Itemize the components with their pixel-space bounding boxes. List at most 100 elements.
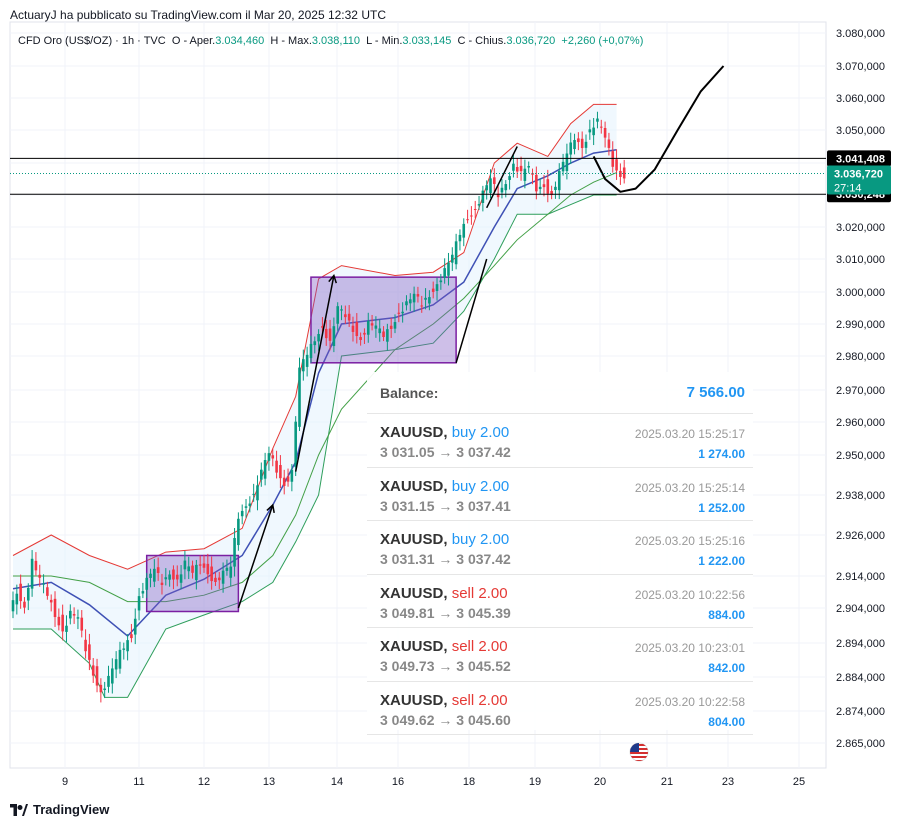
candle-body xyxy=(217,577,221,581)
y-tick-label: 3.070,000 xyxy=(836,61,885,73)
candle-body xyxy=(141,591,145,594)
y-axis[interactable]: 3.080,000 3.070,000 3.060,000 3.050,000 3.04… xyxy=(827,28,891,750)
y-tick-label: 2.926,000 xyxy=(836,530,885,542)
candle-body xyxy=(164,577,168,580)
candle-body xyxy=(565,153,569,172)
candle-body xyxy=(439,280,443,283)
candle-body xyxy=(126,640,129,652)
candle-body xyxy=(252,493,255,495)
candle-body xyxy=(95,666,99,686)
candle-body xyxy=(118,649,122,669)
candle-body xyxy=(321,326,324,328)
price-line-badge xyxy=(827,150,891,167)
y-tick-label: 2.904,000 xyxy=(836,603,885,615)
trade-time: 2025.03.20 10:23:01 xyxy=(634,641,745,655)
footer-brand[interactable]: TradingView xyxy=(10,802,109,817)
candle-body xyxy=(149,573,152,578)
candle-body xyxy=(462,223,466,238)
y-tick-label: 2.938,000 xyxy=(836,490,885,502)
projection-curve xyxy=(592,65,725,193)
price-lines[interactable] xyxy=(10,157,826,195)
candle-body xyxy=(519,165,523,172)
arrow-head xyxy=(328,273,338,284)
candles xyxy=(11,111,626,703)
candle-body xyxy=(30,558,34,589)
candle-body xyxy=(363,332,366,335)
candle-body xyxy=(332,326,336,347)
x-tick-label: 13 xyxy=(263,776,275,788)
candle-body xyxy=(504,184,508,191)
moving-average-slow xyxy=(13,172,617,603)
change-value: +2,260 (+0,07%) xyxy=(561,35,644,47)
x-tick-label: 23 xyxy=(722,776,734,788)
candle-body xyxy=(160,582,164,585)
candle-body xyxy=(187,566,191,572)
symbol-name: CFD Oro (US$/OZ) · 1h · TVC xyxy=(18,35,166,47)
candle-body xyxy=(428,297,431,304)
candle-body xyxy=(424,297,427,300)
trade-time: 2025.03.20 10:22:56 xyxy=(634,587,745,602)
y-tick-label: 2.950,000 xyxy=(836,450,885,462)
candle-body xyxy=(512,163,515,171)
candle-body xyxy=(49,599,53,603)
candle-body xyxy=(240,510,244,517)
trade-row: XAUUSD, sell 2.00 3 049.62 → 3 045.60 2025… xyxy=(367,682,753,735)
plot-frame xyxy=(9,21,827,769)
candle-body xyxy=(493,177,496,184)
candle-body xyxy=(91,665,95,676)
y-tick-label: 3.080,000 xyxy=(836,28,885,40)
candle-body xyxy=(84,639,87,652)
candle-body xyxy=(443,268,446,278)
candle-body xyxy=(290,469,294,482)
x-axis[interactable]: 9 11 12 13 14 16 18 19 20 21 23 25 xyxy=(62,776,805,788)
low-value: 3.033,145 xyxy=(402,35,452,47)
drawn-lines[interactable] xyxy=(237,65,725,609)
candle-body xyxy=(496,193,500,198)
candle-body xyxy=(57,616,61,626)
candle-body xyxy=(111,668,114,684)
candle-body xyxy=(393,322,397,329)
x-tick-label: 18 xyxy=(463,776,475,788)
arrow-head xyxy=(266,503,275,514)
trade-time: 2025.03.20 15:25:16 xyxy=(634,534,745,548)
candle-body xyxy=(69,610,72,619)
candle-body xyxy=(324,328,328,339)
candle-body xyxy=(607,139,611,148)
bar-countdown-label: 27:14 xyxy=(834,182,862,194)
trade-symbol: XAUUSD, buy 2.00 xyxy=(380,531,510,548)
candle-body xyxy=(313,341,317,346)
candle-body xyxy=(206,563,210,575)
candle-body xyxy=(202,563,206,568)
trade-row: XAUUSD, buy 2.00 3 031.15 → 3 037.41 2025.… xyxy=(367,468,753,521)
candle-body xyxy=(233,538,236,567)
candle-body xyxy=(15,593,19,605)
x-tick-label: 14 xyxy=(331,776,343,788)
y-tick-label: 2.960,000 xyxy=(836,417,885,429)
candle-body xyxy=(359,337,362,340)
candle-body xyxy=(515,167,519,172)
trend-arrow xyxy=(294,275,335,472)
y-tick-label: 3.010,000 xyxy=(836,254,885,266)
trade-time: 2025.03.20 15:25:14 xyxy=(634,480,745,495)
candle-body xyxy=(592,127,595,136)
candle-body xyxy=(65,625,68,632)
candle-body xyxy=(248,503,252,506)
trend-line xyxy=(455,258,488,364)
candle-body xyxy=(603,128,607,138)
trade-symbol: XAUUSD, sell 2.00 xyxy=(380,638,508,655)
candle-body xyxy=(405,301,408,306)
trade-profit: 884.00 xyxy=(708,607,745,622)
trade-row: XAUUSD, buy 2.00 3 031.05 → 3 037.42 2025.… xyxy=(367,414,753,468)
candle-body xyxy=(508,176,511,180)
candle-body xyxy=(225,567,229,571)
candle-body xyxy=(168,574,171,580)
trade-prices: 3 031.05 → 3 037.42 xyxy=(380,444,511,460)
candle-body xyxy=(401,311,404,314)
candle-body xyxy=(298,367,301,427)
candle-body xyxy=(573,140,576,150)
candle-body xyxy=(473,209,477,211)
y-tick-label: 3.060,000 xyxy=(836,93,885,105)
y-tick-label: 2.865,000 xyxy=(836,738,885,750)
trade-symbol: XAUUSD, buy 2.00 xyxy=(380,477,510,495)
